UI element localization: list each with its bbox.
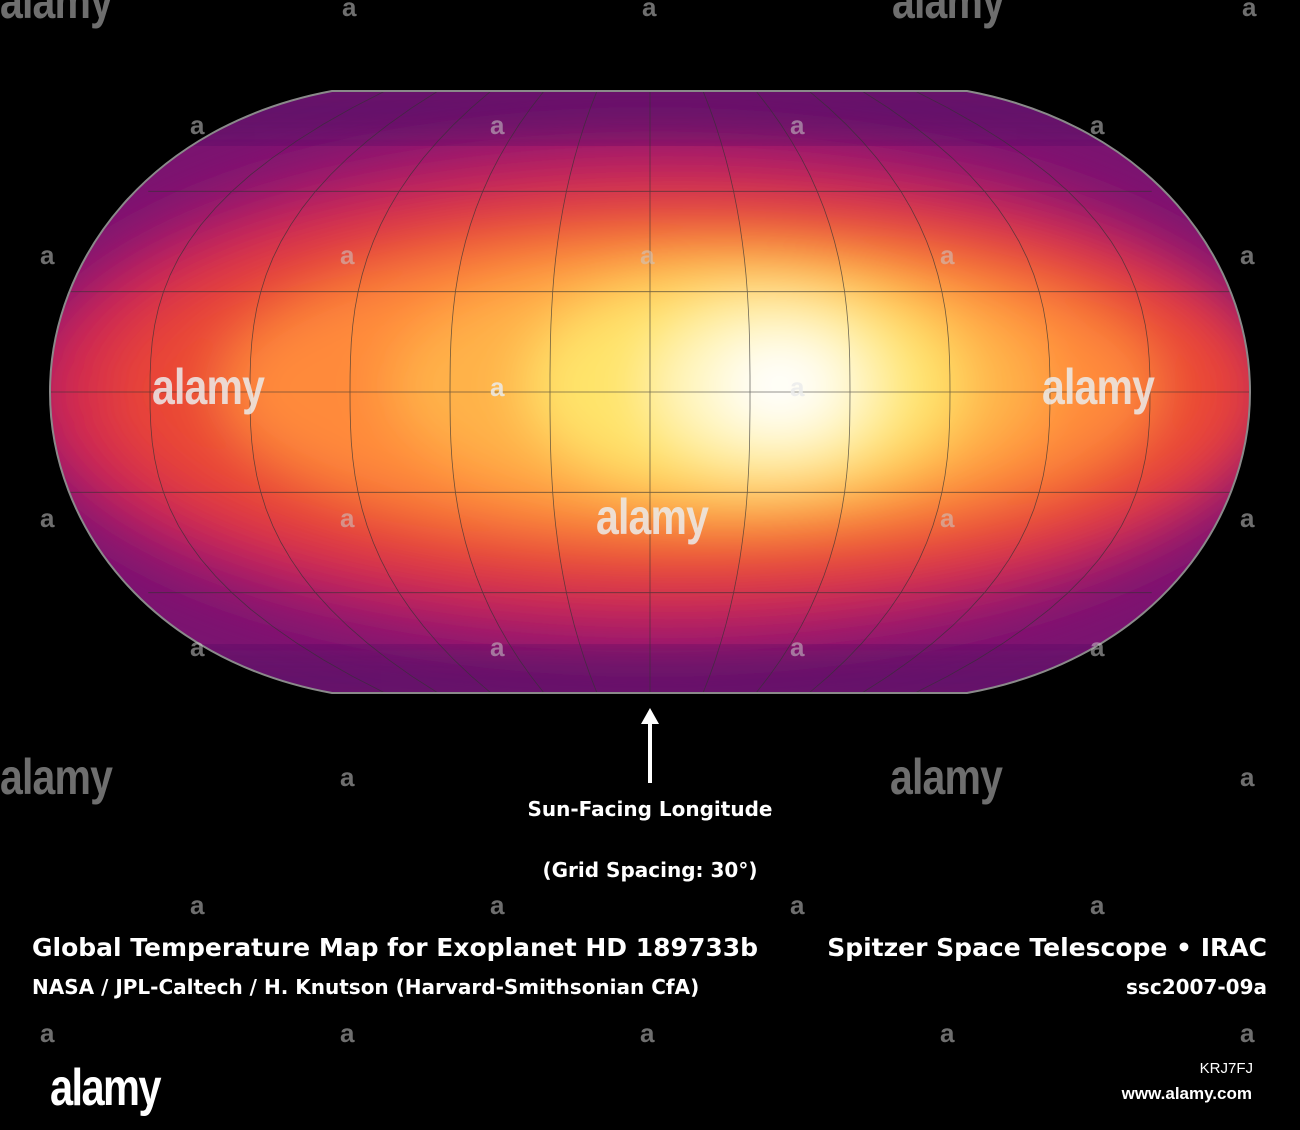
watermark-letter: a	[1240, 503, 1255, 533]
watermark-logo: alamy	[892, 0, 1005, 29]
watermark-letter: a	[340, 762, 355, 792]
grid-spacing-label: (Grid Spacing: 30°)	[542, 858, 758, 882]
watermark-logo: alamy	[0, 0, 113, 29]
image-credit: NASA / JPL-Caltech / H. Knutson (Harvard…	[32, 975, 700, 999]
meridian-line	[702, 91, 751, 693]
watermark-letter: a	[640, 240, 655, 270]
watermark-letter: a	[1090, 632, 1105, 662]
watermark-letter: a	[1090, 110, 1105, 140]
watermark-logo: alamy	[890, 749, 1003, 805]
watermark-letter: a	[490, 632, 505, 662]
watermark-logo: alamy	[1042, 359, 1155, 415]
sun-facing-arrow-icon	[641, 708, 659, 783]
watermark-letter: a	[190, 110, 205, 140]
watermark-letter: a	[940, 503, 955, 533]
watermark-letter: a	[340, 503, 355, 533]
watermark-letter: a	[490, 372, 505, 402]
watermark-letter: a	[40, 503, 55, 533]
watermark-letter: a	[490, 890, 505, 920]
watermark-letter: a	[640, 1018, 655, 1048]
meridian-line	[249, 91, 439, 693]
watermark-letter: a	[1090, 890, 1105, 920]
watermark-letter: a	[190, 632, 205, 662]
watermark-logo: alamy	[0, 749, 113, 805]
watermark-letter: a	[1240, 1018, 1255, 1048]
caption-id: ssc2007-09a	[1126, 975, 1267, 999]
watermark-letter: a	[1240, 762, 1255, 792]
watermark-letter: a	[340, 240, 355, 270]
watermark-letter: a	[642, 0, 657, 22]
watermark-letter: a	[790, 110, 805, 140]
meridian-line	[808, 91, 951, 693]
stock-url: www.alamy.com	[1121, 1084, 1252, 1103]
watermark-letter: a	[340, 1018, 355, 1048]
map-gridlines	[50, 91, 1250, 693]
meridian-line	[755, 91, 851, 693]
watermark-logo: alamy	[152, 359, 265, 415]
watermark-letter: a	[1240, 240, 1255, 270]
meridian-line	[914, 91, 1151, 693]
watermark-logo: alamy	[596, 489, 709, 545]
instrument-label: Spitzer Space Telescope • IRAC	[827, 933, 1267, 962]
meridian-line	[149, 91, 386, 693]
stock-logo: alamy	[50, 1059, 162, 1117]
meridian-line	[549, 91, 598, 693]
watermark-letter: a	[790, 372, 805, 402]
page-title: Global Temperature Map for Exoplanet HD …	[32, 933, 759, 962]
watermark-letter: a	[40, 1018, 55, 1048]
watermark-letter: a	[940, 240, 955, 270]
hotspot	[720, 340, 840, 430]
watermark-letter: a	[490, 110, 505, 140]
meridian-line	[449, 91, 545, 693]
stock-image-id: KRJ7FJ	[1199, 1060, 1253, 1077]
watermark-letter: a	[1242, 0, 1257, 22]
meridian-line	[861, 91, 1051, 693]
sun-facing-label: Sun-Facing Longitude	[527, 797, 773, 821]
meridian-line	[349, 91, 492, 693]
watermark-letter: a	[190, 890, 205, 920]
watermark-letter: a	[790, 890, 805, 920]
watermark-letter: a	[342, 0, 357, 22]
watermark-letter: a	[940, 1018, 955, 1048]
watermark-letter: a	[40, 240, 55, 270]
watermark-letter: a	[790, 632, 805, 662]
